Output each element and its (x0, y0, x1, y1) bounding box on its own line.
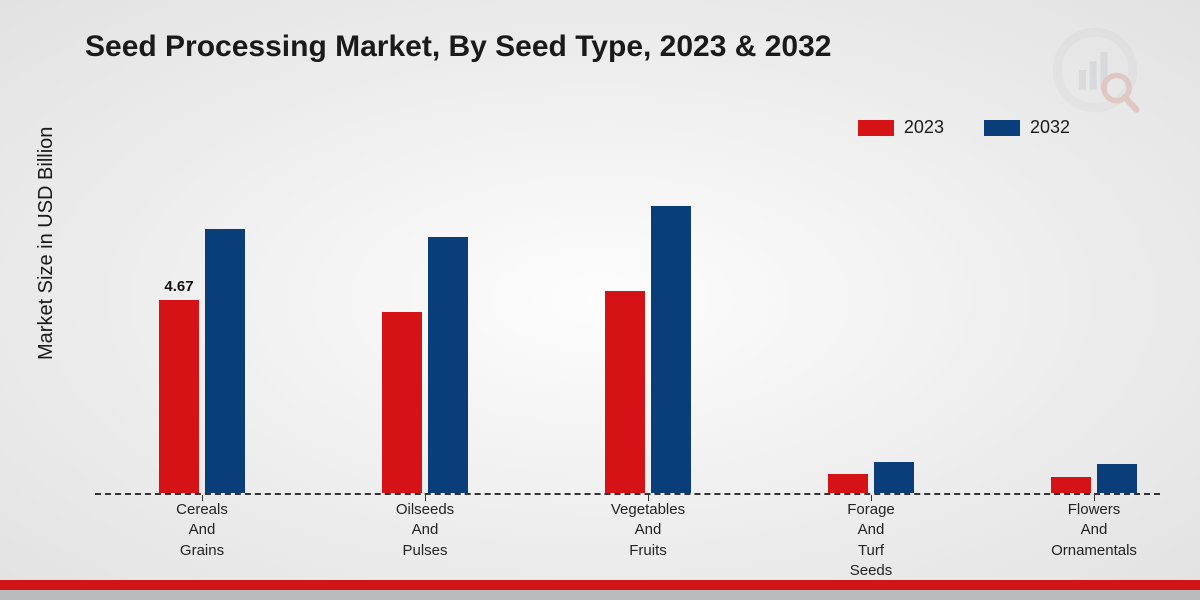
category-label: ForageAndTurfSeeds (791, 500, 951, 581)
bar-2023: 4.67 (159, 300, 199, 493)
bar-2023 (1051, 477, 1091, 494)
bar-group (1034, 464, 1154, 493)
legend-swatch-2023 (858, 120, 894, 136)
category-label: VegetablesAndFruits (568, 500, 728, 561)
category-label: FlowersAndOrnamentals (1014, 500, 1174, 561)
bar-2023 (828, 474, 868, 493)
legend-label-2023: 2023 (904, 117, 944, 138)
legend: 2023 2032 (858, 117, 1070, 138)
bar-2032 (428, 237, 468, 493)
category-label: OilseedsAndPulses (345, 500, 505, 561)
legend-swatch-2032 (984, 120, 1020, 136)
bar-2032 (651, 206, 691, 493)
y-axis-label: Market Size in USD Billion (35, 127, 58, 360)
footer-red-bar (0, 580, 1200, 590)
watermark-logo (1050, 25, 1140, 115)
bar-2032 (1097, 464, 1137, 493)
legend-label-2032: 2032 (1030, 117, 1070, 138)
bar-group (365, 237, 485, 493)
bar-group (811, 462, 931, 493)
bar-2023 (605, 291, 645, 493)
bar-group (588, 206, 708, 493)
plot-area: 4.67 (95, 165, 1160, 495)
footer-grey-bar (0, 590, 1200, 600)
bar-value-label: 4.67 (164, 278, 193, 295)
page-title: Seed Processing Market, By Seed Type, 20… (85, 30, 831, 64)
legend-item-2032: 2032 (984, 117, 1070, 138)
chart-page: Seed Processing Market, By Seed Type, 20… (0, 0, 1200, 600)
bar-2023 (382, 312, 422, 494)
bar-2032 (205, 229, 245, 493)
bar-2032 (874, 462, 914, 493)
baseline (95, 493, 1160, 495)
legend-item-2023: 2023 (858, 117, 944, 138)
category-label: CerealsAndGrains (122, 500, 282, 561)
bar-group: 4.67 (142, 229, 262, 493)
